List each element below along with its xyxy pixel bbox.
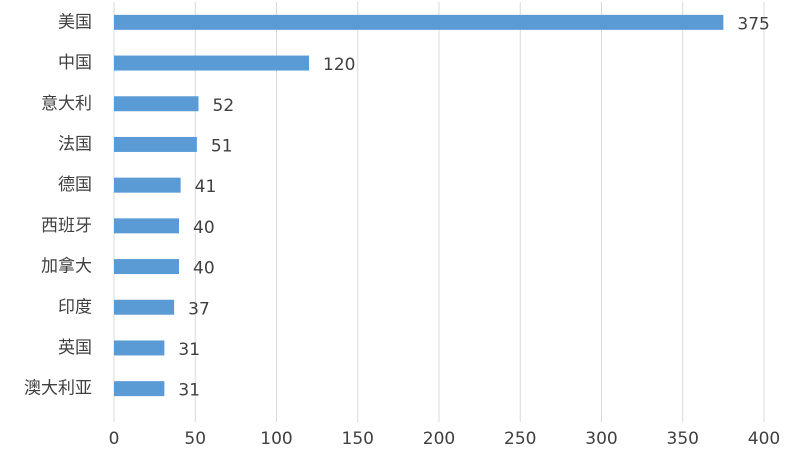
x-tick-label: 350 — [667, 429, 699, 449]
bar — [114, 340, 165, 356]
x-tick-label: 300 — [585, 429, 617, 449]
y-tick-label: 西班牙 — [41, 216, 92, 236]
value-label: 40 — [193, 259, 215, 279]
y-tick-label: 印度 — [58, 297, 92, 317]
value-label: 120 — [323, 55, 355, 75]
value-label: 51 — [211, 136, 233, 156]
value-label: 52 — [213, 96, 235, 116]
bar — [114, 259, 179, 275]
x-tick-label: 150 — [342, 429, 374, 449]
bar — [114, 14, 724, 30]
bar — [114, 218, 179, 234]
y-tick-label: 中国 — [58, 53, 92, 73]
value-label: 375 — [737, 14, 769, 34]
y-tick-label: 加拿大 — [41, 256, 92, 277]
x-tick-label: 100 — [260, 429, 292, 449]
x-tick-label: 0 — [109, 429, 120, 449]
y-tick-label: 美国 — [58, 12, 92, 32]
value-label: 37 — [188, 299, 210, 319]
y-tick-label: 英国 — [58, 338, 92, 358]
x-tick-label: 200 — [423, 429, 455, 449]
y-tick-label: 德国 — [58, 175, 92, 195]
bar — [114, 381, 165, 397]
y-tick-label: 澳大利亚 — [24, 379, 92, 399]
x-tick-label: 250 — [504, 429, 536, 449]
y-tick-label: 法国 — [58, 134, 92, 154]
x-tick-label: 400 — [748, 429, 780, 449]
value-label: 31 — [178, 340, 200, 360]
value-label: 40 — [193, 218, 215, 238]
x-tick-label: 50 — [184, 429, 206, 449]
bar — [114, 55, 309, 71]
bar — [114, 136, 197, 152]
bar — [114, 96, 199, 112]
value-label: 41 — [195, 177, 217, 197]
y-tick-label: 意大利 — [41, 94, 92, 114]
bar — [114, 177, 181, 193]
bar — [114, 299, 175, 315]
value-label: 31 — [178, 381, 200, 401]
